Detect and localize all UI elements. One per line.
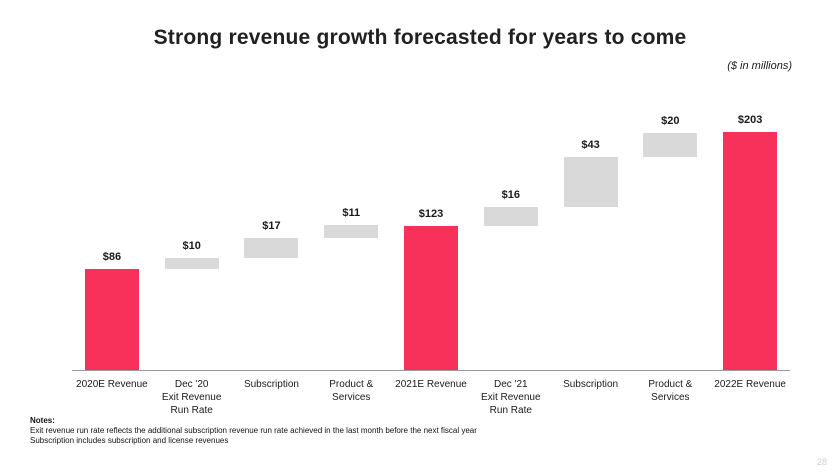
chart-column: $10: [152, 124, 232, 370]
revenue-delta-bar: [483, 207, 538, 226]
page-number: 28: [816, 457, 827, 467]
chart-plot-area: $86 $10 $17 $11 $123 $16 $43 $20 $203: [72, 114, 790, 371]
revenue-delta-bar: [643, 133, 698, 157]
category-label: Product & Services: [329, 379, 374, 403]
units-note: ($ in millions): [727, 60, 792, 72]
revenue-delta-bar: [563, 156, 618, 208]
revenue-delta-bar: [244, 237, 299, 258]
footnote-line: Subscription includes subscription and l…: [30, 436, 229, 445]
chart-column: $203: [710, 114, 790, 370]
chart-category-axis: 2020E Revenue Dec '20 Exit Revenue Run Ra…: [72, 378, 790, 417]
category-label: Dec '20 Exit Revenue Run Rate: [161, 379, 222, 416]
revenue-total-bar: [723, 132, 778, 370]
bar-value-label: $203: [737, 114, 763, 127]
chart-column: $16: [471, 124, 551, 370]
bar-value-label: $20: [661, 115, 680, 128]
bar-value-label: $43: [581, 138, 600, 151]
bar-value-label: $16: [501, 189, 520, 202]
bar-value-label: $86: [102, 251, 122, 264]
category-label: Subscription: [243, 379, 299, 390]
chart-column: $11: [311, 124, 391, 370]
chart-column: $86: [72, 124, 152, 370]
footnotes: Notes: Exit revenue run rate reflects th…: [30, 416, 477, 446]
footnote-line: Exit revenue run rate reflects the addit…: [30, 426, 477, 435]
footnotes-heading: Notes:: [30, 416, 55, 425]
waterfall-chart: $86 $10 $17 $11 $123 $16 $43 $20 $203 2020E Reve…: [72, 114, 790, 417]
revenue-total-bar: [404, 225, 459, 370]
category-label: Dec '21 Exit Revenue Run Rate: [481, 379, 541, 416]
slide-title: Strong revenue growth forecasted for yea…: [153, 26, 687, 49]
chart-column: $20: [630, 115, 710, 370]
chart-column: $43: [551, 124, 631, 370]
chart-column: $123: [391, 124, 471, 370]
category-label: Subscription: [563, 379, 619, 390]
chart-column: $17: [232, 124, 312, 370]
category-label: 2022E Revenue: [714, 379, 786, 390]
bar-value-label: $123: [418, 207, 444, 220]
bar-value-label: $10: [182, 239, 201, 252]
revenue-delta-bar: [324, 224, 379, 238]
revenue-total-bar: [84, 269, 139, 370]
bar-value-label: $11: [342, 206, 361, 219]
category-label: Product & Services: [648, 379, 693, 403]
revenue-delta-bar: [164, 257, 219, 270]
bar-value-label: $17: [262, 219, 281, 232]
category-label: 2021E Revenue: [395, 379, 467, 390]
category-label: 2020E Revenue: [76, 379, 148, 390]
